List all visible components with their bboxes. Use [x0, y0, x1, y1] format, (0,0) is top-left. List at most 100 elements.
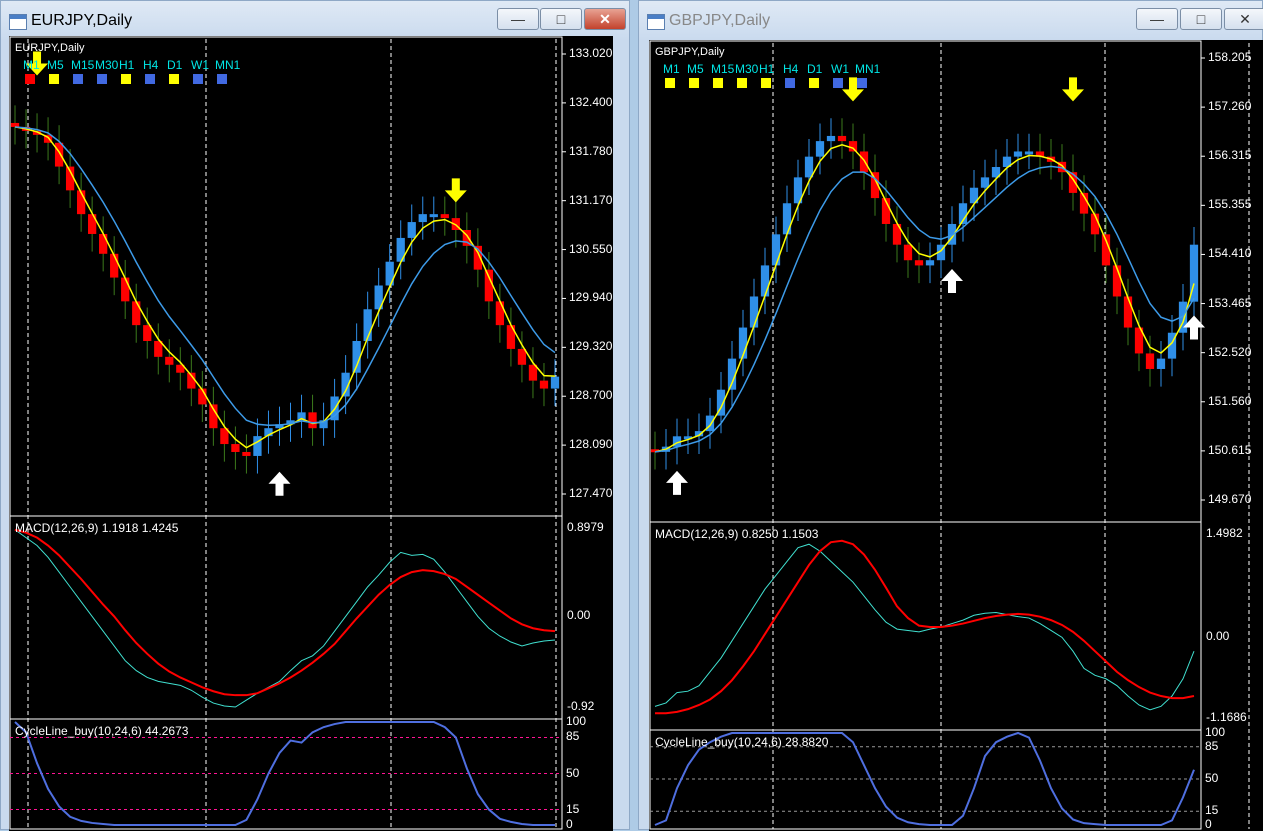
price-axis-label: 132.400 [569, 94, 613, 109]
timeframe-label: D1 [807, 62, 823, 76]
candle [385, 261, 394, 286]
timeframe-signal-indicator [49, 74, 59, 84]
candle [1123, 296, 1133, 328]
timeframe-label: H4 [143, 58, 159, 72]
price-axis-label: 150.615 [1208, 442, 1252, 457]
fast-moving-average-line [14, 126, 556, 449]
candle [837, 135, 847, 142]
timeframe-label: H1 [119, 58, 135, 72]
price-axis-label: 149.670 [1208, 492, 1252, 506]
candle [374, 285, 383, 310]
chart-area[interactable]: 158.205 157.260 156.315 155.355 154.410 153.4… [649, 40, 1263, 831]
candle [1167, 332, 1177, 359]
candle [528, 364, 538, 381]
candle [176, 364, 185, 373]
candle [1068, 172, 1078, 193]
candle [914, 260, 924, 266]
cycle-axis-label: 15 [1205, 803, 1219, 818]
chart-window-gbpjpy[interactable]: GBPJPY,Daily — □ ✕ 158.205 157.260 156.315… [638, 0, 1263, 831]
price-axis-label: 128.700 [569, 388, 613, 403]
cycle-axis-label: 100 [566, 714, 587, 728]
candle [54, 142, 64, 167]
timeframe-signal-indicator [785, 78, 795, 88]
maximize-button[interactable]: □ [1180, 8, 1222, 30]
close-button[interactable]: ✕ [584, 8, 626, 30]
window-title: EURJPY,Daily [31, 12, 133, 29]
price-axis-label: 129.320 [569, 339, 613, 354]
candle [407, 222, 416, 238]
candle [363, 309, 372, 341]
candle [352, 340, 361, 373]
candle [341, 372, 350, 397]
slow-moving-average-line [654, 165, 1195, 453]
buy-arrow-icon [1183, 315, 1205, 340]
price-axis-label: 151.560 [1208, 393, 1252, 408]
chart-area[interactable]: 133.020 132.400 131.780 131.170 130.550 129.9… [9, 36, 613, 831]
maximize-button[interactable]: □ [540, 8, 582, 30]
timeframe-label: D1 [167, 58, 183, 72]
candle [253, 436, 262, 456]
sell-arrow-icon [444, 178, 467, 203]
price-axis-label: 127.470 [569, 486, 613, 500]
cycle-axis-label: 85 [566, 729, 580, 744]
price-axis-label: 158.205 [1208, 50, 1252, 64]
minimize-button[interactable]: — [1136, 8, 1178, 30]
plot-border [9, 36, 563, 830]
candle [1035, 151, 1045, 157]
timeframe-signal-indicator [121, 74, 131, 84]
sell-arrow-icon [842, 77, 864, 102]
cycle-axis-label: 100 [1205, 725, 1226, 739]
candle [826, 135, 836, 142]
candle [209, 404, 218, 429]
candle [231, 444, 240, 452]
timeframe-label: H4 [783, 62, 799, 76]
macd-signal-line [655, 539, 1195, 715]
close-button[interactable]: ✕ [1224, 8, 1263, 30]
candle [143, 325, 152, 341]
buy-arrow-icon [666, 470, 688, 495]
timeframe-label: H1 [759, 62, 775, 76]
candle [1090, 213, 1100, 235]
timeframe-label: M5 [687, 62, 704, 76]
candle [32, 130, 42, 135]
chart-window-eurjpy[interactable]: EURJPY,Daily — □ ✕ 133.020 132.400 131.780… [0, 0, 630, 831]
candle [440, 214, 449, 219]
timeframe-signal-indicator [761, 78, 771, 88]
chart-canvas [649, 40, 1250, 830]
chart-canvas [9, 36, 566, 830]
minimize-button[interactable]: — [497, 8, 539, 30]
candle [242, 451, 251, 456]
timeframe-signal-indicator [833, 78, 843, 88]
cycle-axis-label: 50 [1205, 771, 1219, 785]
candle [429, 214, 438, 218]
timeframe-signal-indicator [665, 78, 675, 88]
cycle-line [14, 721, 555, 826]
candle [484, 269, 494, 302]
candle [154, 340, 163, 357]
timeframe-label: M1 [23, 58, 40, 72]
candle [738, 327, 748, 359]
candle [727, 358, 737, 390]
candle [65, 166, 75, 191]
chart-window-icon [647, 14, 665, 30]
timeframe-signal-indicator [169, 74, 179, 84]
candle [319, 420, 328, 429]
candle [1156, 358, 1166, 369]
candle [110, 253, 119, 278]
candle [550, 376, 560, 389]
candle [870, 172, 880, 199]
candle [264, 428, 273, 437]
candle [958, 203, 968, 224]
candle [980, 177, 990, 188]
candle [1013, 151, 1023, 157]
macd-axis-label: 0.00 [567, 608, 591, 623]
candle [881, 198, 891, 224]
candle [947, 223, 957, 245]
macd-axis-label: 1.4982 [1206, 526, 1243, 540]
timeframe-signal-indicator [97, 74, 107, 84]
candle [848, 141, 858, 152]
price-axis-label: 131.780 [569, 143, 613, 158]
cycle-line [654, 731, 1195, 826]
timeframe-label: M30 [735, 62, 759, 76]
macd-main-line [654, 543, 1195, 711]
